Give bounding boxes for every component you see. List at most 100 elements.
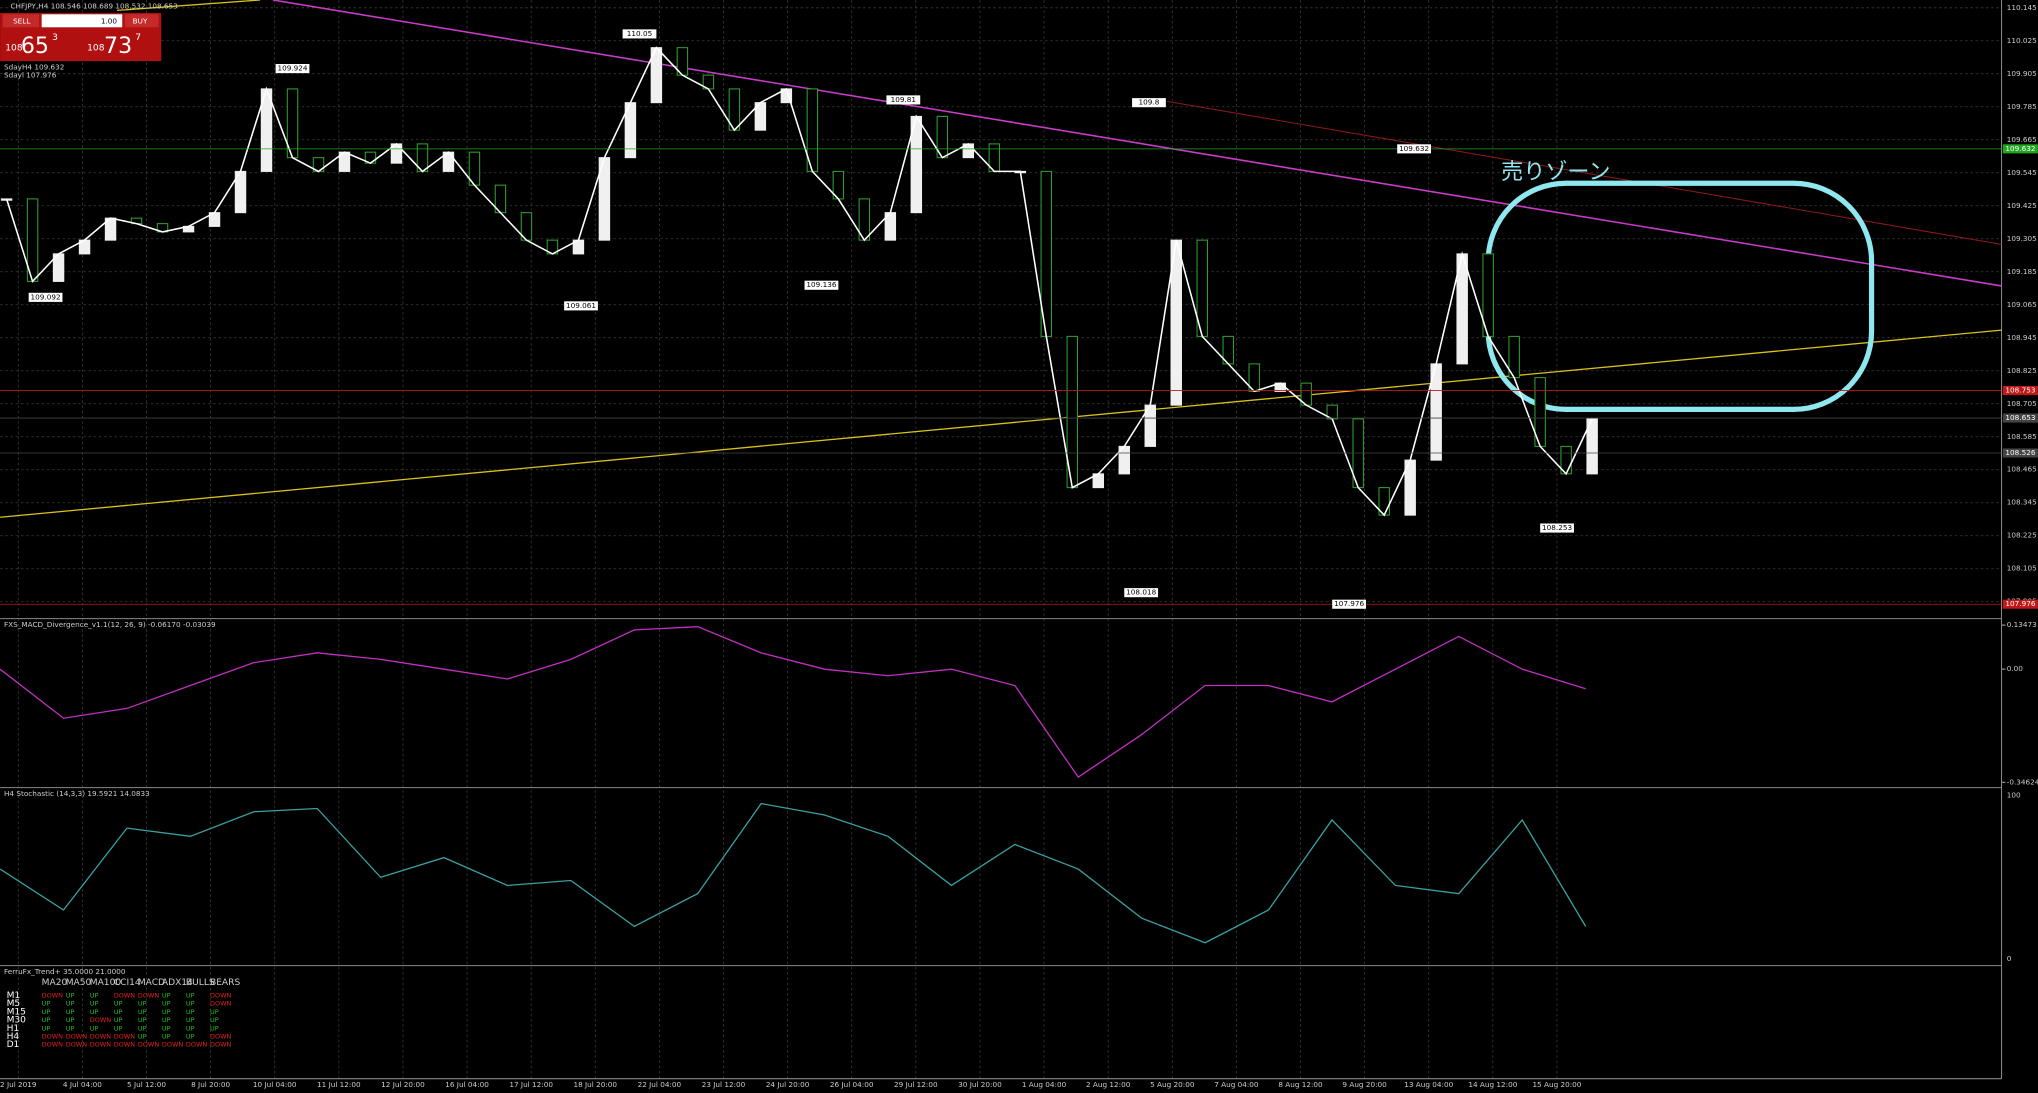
price-marker-label: 108.653 <box>2005 413 2035 422</box>
zigzag-box <box>1124 588 1159 598</box>
price-marker <box>2002 599 2038 609</box>
trend-column: CCI14 <box>114 978 141 988</box>
time-label: 2 Aug 12:00 <box>1086 1080 1131 1089</box>
time-label: 5 Jul 12:00 <box>127 1080 166 1089</box>
trend-column: BULLS <box>186 978 215 988</box>
trend-cell: UP <box>210 1016 219 1024</box>
sell-button[interactable] <box>2 14 40 28</box>
buy-sup: 7 <box>135 33 141 43</box>
trend-column: MA100 <box>90 978 122 988</box>
zigzag-label: 109.8 <box>1139 98 1160 107</box>
trend-cell: UP <box>138 1016 147 1024</box>
zigzag-box <box>1397 144 1431 154</box>
time-label: 17 Jul 12:00 <box>509 1080 553 1089</box>
price-tick-label: 109.425 <box>2007 201 2037 210</box>
time-label: 16 Jul 04:00 <box>445 1080 489 1089</box>
price-tick-label: 109.545 <box>2007 168 2037 177</box>
trend-cell: UP <box>114 1008 123 1016</box>
trend-cell: DOWN <box>90 1041 112 1049</box>
buy-button[interactable] <box>124 14 159 28</box>
trend-cell: UP <box>42 1008 51 1016</box>
buy-big: 73 <box>104 33 132 59</box>
zigzag-box <box>1132 98 1166 108</box>
zigzag-label: 109.136 <box>806 280 836 289</box>
time-label: 23 Jul 12:00 <box>702 1080 746 1089</box>
trend-cell: UP <box>114 1000 123 1008</box>
time-label: 24 Jul 20:00 <box>766 1080 810 1089</box>
trend-cell: UP <box>186 1024 195 1032</box>
trend-cell: UP <box>90 992 99 1000</box>
trend-cell: UP <box>162 1032 171 1040</box>
zigzag-box <box>28 292 63 302</box>
time-label: 26 Jul 04:00 <box>830 1080 874 1089</box>
trend-timeframe: D1 <box>7 1040 20 1050</box>
trend-cell: UP <box>162 1016 171 1024</box>
trade-panel: SELL 1.00 BUY 108 65 3 108 73 7 <box>0 12 162 62</box>
sday-low: Sdayl 107.976 <box>4 70 57 79</box>
price-tick-label: 109.785 <box>2007 102 2037 111</box>
trend-cell: UP <box>162 1024 171 1032</box>
trend-cell: UP <box>186 1000 195 1008</box>
macd-tick-label: 0.13473 <box>2007 620 2037 629</box>
symbol-info: CHFJPY,H4 108.546 108.689 108.532 108.65… <box>10 1 178 10</box>
trend-cell: UP <box>186 1008 195 1016</box>
zigzag-label: 107.976 <box>1334 599 1364 608</box>
price-marker-label: 108.753 <box>2005 386 2035 395</box>
trend-cell: UP <box>138 1032 147 1040</box>
sell-prefix: 108 <box>5 44 23 54</box>
time-label: 8 Jul 20:00 <box>191 1080 230 1089</box>
sell-label: SELL <box>13 16 31 25</box>
trend-timeframe: M30 <box>7 1016 27 1026</box>
trend-column: MA50 <box>66 978 92 988</box>
time-label: 8 Aug 12:00 <box>1278 1080 1323 1089</box>
trend-line <box>0 329 2002 518</box>
zigzag-label: 110.05 <box>627 29 652 38</box>
trend-cell: DOWN <box>210 1032 232 1040</box>
stoch-line <box>0 802 1587 944</box>
trend-column: BEARS <box>210 978 240 988</box>
time-label: 15 Aug 20:00 <box>1532 1080 1581 1089</box>
time-label: 14 Aug 12:00 <box>1468 1080 1517 1089</box>
zigzag-label: 109.632 <box>1399 144 1429 153</box>
trend-cell: UP <box>90 1008 99 1016</box>
price-marker-label: 108.526 <box>2005 448 2035 457</box>
price-tick-label: 108.105 <box>2007 564 2037 573</box>
trend-title: FerruFx_Trend+ 35.0000 21.0000 <box>4 967 126 976</box>
zigzag-box <box>804 280 839 290</box>
trend-cell: DOWN <box>42 992 64 1000</box>
trend-line <box>272 0 2002 287</box>
trend-cell: UP <box>162 1008 171 1016</box>
trend-cell: UP <box>114 1024 123 1032</box>
time-label: 10 Jul 04:00 <box>253 1080 297 1089</box>
time-label: 30 Jul 20:00 <box>958 1080 1002 1089</box>
lot-input[interactable] <box>41 14 123 28</box>
trend-cell: UP <box>138 1000 147 1008</box>
time-label: 9 Aug 20:00 <box>1342 1080 1387 1089</box>
trend-cell: DOWN <box>66 1032 88 1040</box>
trend-cell: DOWN <box>138 1041 160 1049</box>
zigzag-box <box>886 95 921 105</box>
price-tick-label: 108.825 <box>2007 366 2037 375</box>
zigzag-box <box>564 301 598 311</box>
trend-column: MA20 <box>42 978 68 988</box>
price-tick-label: 108.345 <box>2007 498 2037 507</box>
zigzag-box <box>275 64 310 74</box>
zigzag-label: 109.924 <box>277 64 307 73</box>
trend-cell: UP <box>114 1016 123 1024</box>
trend-cell: UP <box>66 1008 75 1016</box>
macd-tick-label: 0.00 <box>2007 664 2024 673</box>
buy-prefix: 108 <box>87 44 105 54</box>
trend-cell: DOWN <box>42 1032 64 1040</box>
time-label: 7 Aug 04:00 <box>1214 1080 1259 1089</box>
price-tick-label: 108.585 <box>2007 432 2037 441</box>
trend-column: ADX14 <box>162 978 193 988</box>
trend-cell: DOWN <box>138 992 160 1000</box>
trend-cell: DOWN <box>114 1032 136 1040</box>
trend-timeframe: M1 <box>7 991 21 1001</box>
trend-cell: UP <box>138 1008 147 1016</box>
trend-cell: UP <box>186 992 195 1000</box>
trend-cell: UP <box>138 1024 147 1032</box>
time-label: 4 Jul 04:00 <box>63 1080 102 1089</box>
